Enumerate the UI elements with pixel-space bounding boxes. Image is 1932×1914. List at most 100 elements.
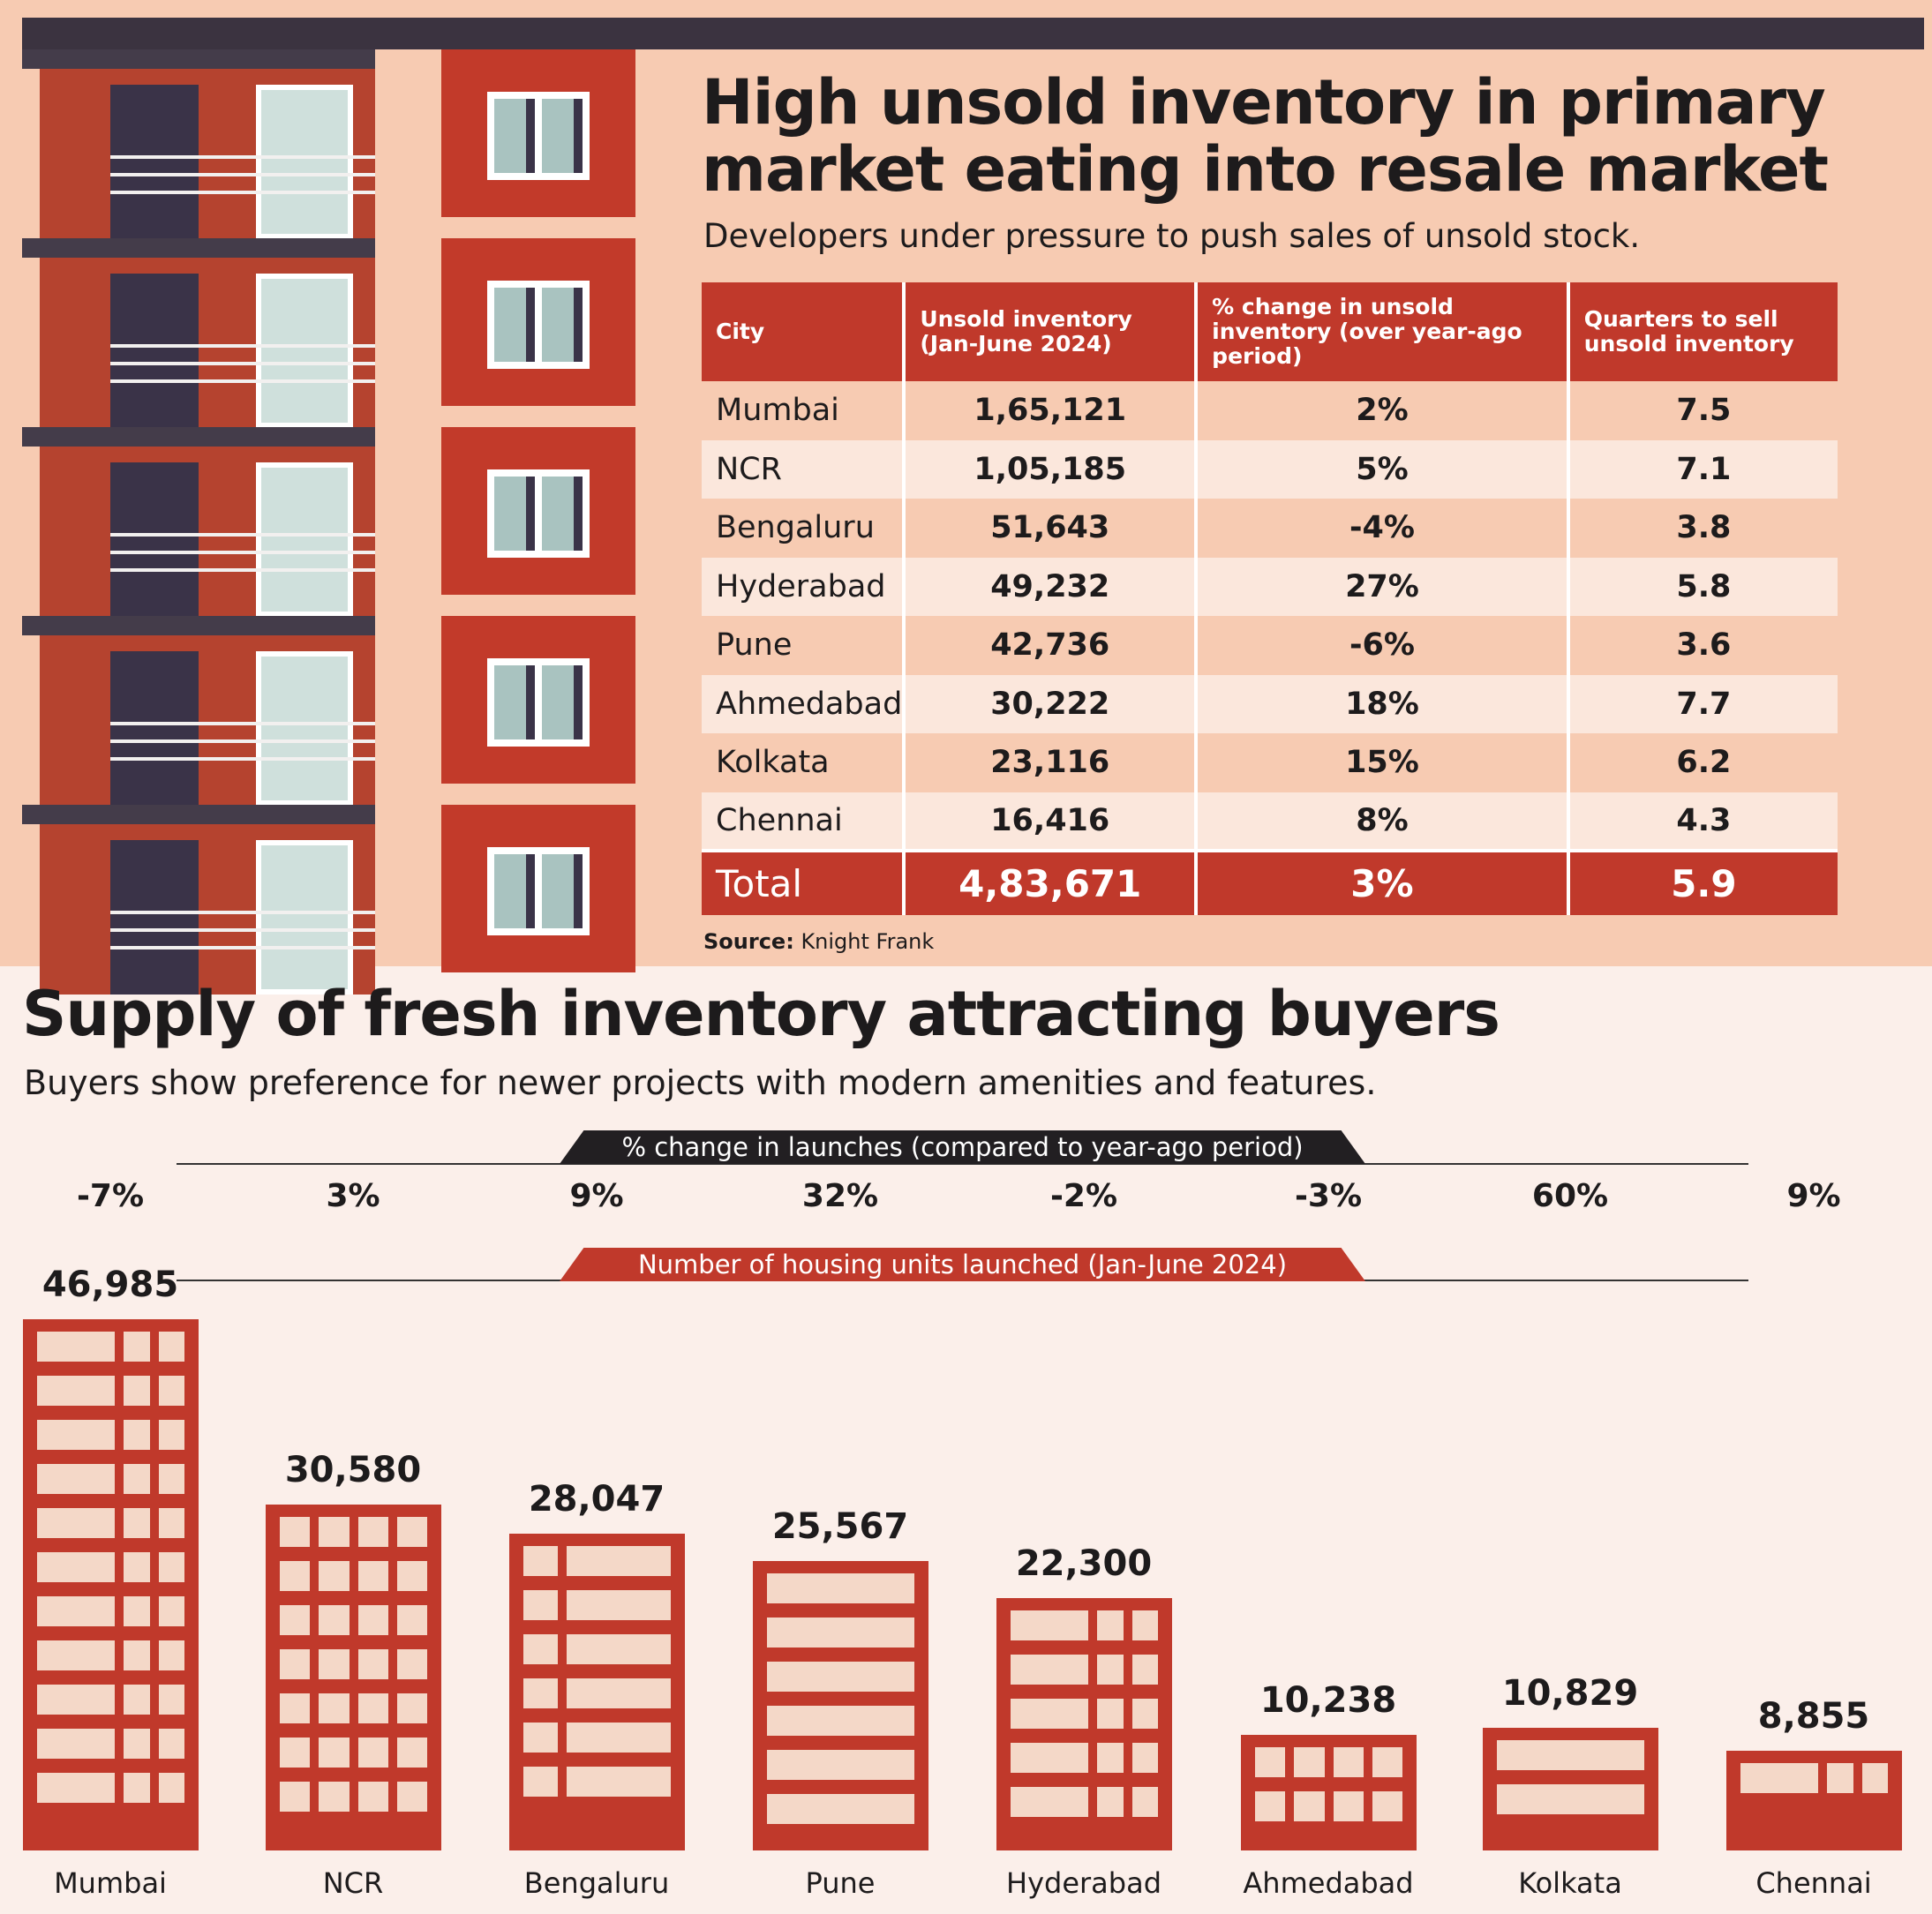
table-row: NCR 1,05,185 5% 7.1 [702,439,1838,499]
unsold-inventory-section: High unsold inventory in primary market e… [0,0,1932,995]
table-row: Ahmedabad 30,222 18% 7.7 [702,674,1838,733]
window-panel [441,616,635,784]
column-header: Quarters to sell unsold inventory [1566,282,1838,381]
title-line: High unsold inventory in primary [702,66,1826,139]
table-cell: Mumbai [716,393,839,429]
pct-change-label: -7% [76,1178,145,1214]
section-subtitle: Developers under pressure to push sales … [703,217,1641,255]
total-cell: 3% [1194,849,1568,915]
table-row: Kolkata 23,116 15% 6.2 [702,733,1838,792]
table-cell: 16,416 [902,792,1197,851]
unsold-inventory-table: City Unsold inventory (Jan-June 2024)% ch… [702,282,1838,915]
table-cell: 6.2 [1566,733,1838,792]
bar-value-label: 8,855 [1757,1695,1870,1737]
window-panel [441,427,635,595]
bar-chennai [1726,1750,1902,1850]
balcony-floor [22,805,375,995]
source-name: Knight Frank [801,929,935,954]
column-header: % change in unsold inventory (over year-… [1194,282,1568,381]
table-cell: 49,232 [902,557,1197,616]
table-cell: 23,116 [902,733,1197,792]
category-label: Chennai [1755,1866,1872,1900]
table-cell: Hyderabad [702,557,905,616]
units-launched-banner: Number of housing units launched (Jan-Ju… [560,1248,1365,1281]
window-panel [441,238,635,406]
bar-mumbai [23,1319,199,1850]
title-line: market eating into resale market [702,133,1829,206]
section-title: High unsold inventory in primary market e… [702,69,1849,203]
chart-section-subtitle: Buyers show preference for newer project… [24,1063,1377,1102]
table-cell: 30,222 [902,674,1197,733]
pct-change-label: 3% [326,1178,380,1214]
bar-bengaluru [509,1533,685,1850]
bar-ncr [266,1505,441,1850]
window-icon [487,469,590,558]
table-cell: 3.8 [1566,499,1838,558]
table-cell: 51,643 [902,499,1197,558]
table-cell: 5.8 [1566,557,1838,616]
table-cell: 27% [1194,557,1568,616]
table-cell: -4% [1194,499,1568,558]
pct-divider-line [177,1163,1748,1165]
table-cell: 42,736 [902,616,1197,675]
pct-change-banner: % change in launches (compared to year-a… [560,1130,1365,1164]
table-cell: Pune [716,627,793,664]
category-label: NCR [322,1866,384,1900]
source-label: Source: [703,929,794,954]
table-cell: 7.7 [1566,674,1838,733]
table-cell: 15% [1194,733,1568,792]
bar-value-label: 25,567 [771,1506,909,1548]
table-cell: Chennai [702,792,905,851]
total-cell: 4,83,671 [902,849,1197,915]
table-cell: 4.3 [1566,792,1838,851]
pct-change-label: 60% [1531,1178,1609,1214]
table-row: Pune 42,736 -6% 3.6 [702,616,1838,675]
balcony-floor [22,616,375,806]
pct-change-label: -2% [1049,1178,1118,1214]
balcony-floor [22,49,375,239]
bar-value-label: 10,238 [1259,1679,1397,1721]
window-icon [487,658,590,747]
total-cell: 5.9 [1566,849,1838,915]
pct-change-label: 32% [801,1178,879,1214]
pct-change-label: 9% [1786,1178,1841,1214]
window-icon [487,847,590,935]
total-cell: Total [702,849,905,915]
total-row: Total 4,83,671 3% 5.9 [702,849,1838,915]
table-row: Mumbai 1,65,121 2% 7.5 [702,381,1838,440]
category-label: Ahmedabad [1243,1866,1414,1900]
bar-value-label: 22,300 [1015,1543,1153,1585]
category-label: Bengaluru [523,1866,670,1900]
bar-value-label: 46,985 [41,1265,179,1305]
table-cell: 5% [1194,439,1568,499]
window-icon [487,281,590,369]
table-cell: 1,65,121 [902,381,1197,440]
top-bar [22,18,1924,49]
table-cell: Bengaluru [716,510,875,546]
table-cell: 3.6 [1566,616,1838,675]
balcony-floor [22,427,375,617]
building-illustration [22,49,640,995]
bar-pune [753,1561,928,1850]
source-note: Source: Knight Frank [703,929,934,954]
table-row: Bengaluru 51,643 -4% 3.8 [702,499,1838,558]
category-label: Hyderabad [1006,1866,1161,1900]
table-cell: Kolkata [716,745,830,781]
table-cell: 18% [1194,674,1568,733]
column-header: Unsold inventory (Jan-June 2024) [902,282,1197,381]
window-panel [441,805,635,972]
table-cell: 7.1 [1566,439,1838,499]
pct-change-label: 9% [569,1178,624,1214]
column-header: City [702,282,905,381]
table-cell: 8% [1194,792,1568,851]
category-label: Mumbai [54,1866,167,1900]
table-row: Chennai 16,416 8% 4.3 [702,792,1838,851]
table-cell: 1,05,185 [902,439,1197,499]
table-cell: NCR [702,439,905,499]
bar-hyderabad [996,1598,1172,1850]
table-row: Hyderabad 49,232 27% 5.8 [702,557,1838,616]
chart-section-title: Supply of fresh inventory attracting buy… [22,978,1500,1050]
category-label: Pune [805,1866,876,1900]
bar-value-label: 10,829 [1501,1673,1639,1715]
table-cell: 2% [1194,381,1568,440]
